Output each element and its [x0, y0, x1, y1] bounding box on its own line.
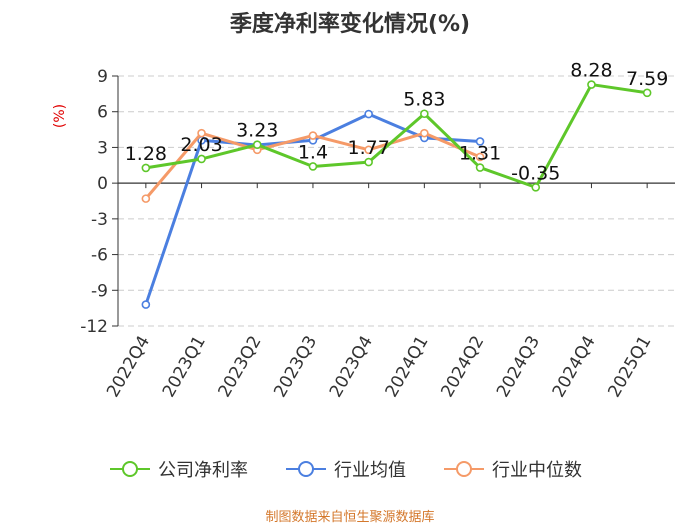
data-point-industry_median	[308, 131, 318, 140]
data-label: 1.31	[459, 143, 501, 165]
data-point-company	[475, 163, 485, 172]
legend-item-company[interactable]: 公司净利率	[108, 456, 248, 482]
source-footer: 制图数据来自恒生聚源数据库	[265, 510, 435, 525]
grid-layer	[118, 75, 675, 327]
legend-marker-company	[110, 461, 150, 477]
data-point-company	[141, 163, 151, 173]
x-tick-label: 2023Q2	[215, 333, 266, 401]
y-tick-label: -3	[91, 210, 108, 230]
data-label: 7.59	[626, 68, 668, 90]
legend-marker-industry-median	[444, 461, 484, 477]
x-tick-label: 2024Q2	[437, 333, 488, 401]
x-tick-label: 2023Q1	[159, 333, 210, 401]
data-point-company	[252, 140, 262, 149]
legend-item-industry-avg[interactable]: 行业均值	[284, 456, 406, 482]
data-point-company	[197, 154, 206, 164]
chart-title: 季度净利率变化情况(%)	[229, 12, 471, 37]
data-point-company	[420, 109, 429, 119]
data-label: 8.28	[570, 60, 612, 82]
series-layer	[141, 80, 652, 309]
data-point-company	[642, 88, 652, 98]
x-tick-label: 2022Q4	[103, 333, 154, 401]
x-tick-label: 2024Q3	[493, 333, 544, 401]
data-point-industry_median	[475, 152, 485, 162]
y-tick-label: 3	[97, 138, 108, 158]
y-tick-label: 6	[97, 103, 108, 123]
x-tick-label: 2023Q3	[270, 333, 321, 401]
data-point-industry_median	[141, 194, 151, 203]
legend-marker-industry-avg	[286, 461, 326, 477]
data-label: 2.03	[180, 134, 222, 156]
legend-label-industry-median: 行业中位数	[492, 460, 582, 481]
legend-label-company: 公司净利率	[158, 460, 248, 481]
data-point-company	[531, 183, 541, 192]
data-point-industry_median	[364, 145, 373, 155]
y-tick-label: -12	[80, 317, 108, 337]
y-tick-label: -6	[91, 246, 108, 266]
x-tick-label: 2025Q1	[604, 333, 655, 401]
data-label: 1.77	[347, 137, 389, 159]
data-label: 1.4	[298, 141, 328, 163]
data-label: 3.23	[236, 120, 278, 142]
data-point-company	[308, 162, 318, 171]
data-point-industry_median	[420, 128, 429, 138]
legend-label-industry-avg: 行业均值	[334, 460, 406, 481]
legend: 公司净利率 行业均值 行业中位数	[0, 456, 700, 482]
data-label: 1.28	[125, 143, 167, 165]
data-label-layer: 1.28 2.03 3.23 1.4 1.77 5.83 1.31 -0.35 8.28 7.59	[125, 60, 669, 185]
x-tick-label: 2023Q4	[326, 333, 377, 401]
legend-item-industry-median[interactable]: 行业中位数	[442, 456, 582, 482]
x-tick-label: 2024Q1	[382, 333, 433, 401]
data-point-industry_avg	[475, 137, 485, 146]
data-point-company	[587, 80, 596, 89]
y-tick-label: 9	[97, 67, 108, 87]
series-line-company	[145, 83, 648, 189]
data-point-company	[364, 157, 373, 167]
y-tick-label: 0	[97, 174, 108, 194]
data-point-industry_median	[197, 128, 206, 138]
data-label: -0.35	[511, 162, 560, 184]
data-point-industry_avg	[141, 300, 151, 309]
x-tick-label: 2024Q4	[549, 333, 600, 401]
data-label: 5.83	[403, 89, 445, 111]
data-point-industry_avg	[364, 109, 373, 119]
y-tick-label: -9	[91, 281, 108, 301]
